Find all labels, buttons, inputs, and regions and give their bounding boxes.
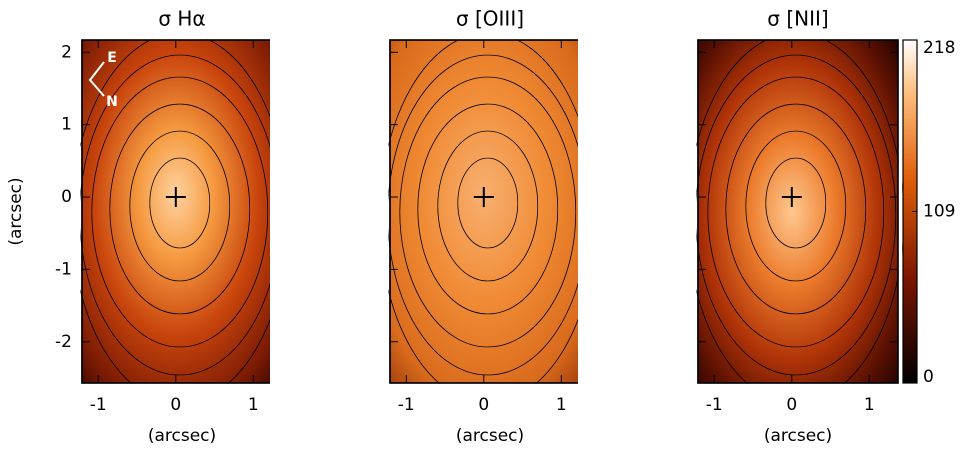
title: σ [OIII] bbox=[456, 7, 524, 31]
mask-left bbox=[270, 0, 389, 450]
contour bbox=[726, 104, 866, 314]
mask-top bbox=[80, 0, 284, 40]
colorbar-tick-label: 109 bbox=[923, 202, 955, 222]
colorbar-tick-label: 218 bbox=[923, 38, 955, 58]
mask-top bbox=[388, 0, 592, 40]
contour bbox=[92, 77, 268, 347]
map bbox=[698, 40, 898, 383]
x-tick-label: 0 bbox=[478, 395, 489, 415]
contour bbox=[766, 158, 826, 248]
y-tick-label: -1 bbox=[55, 259, 72, 279]
compass bbox=[88, 61, 105, 97]
y-tick-label: 1 bbox=[61, 115, 72, 135]
x-tick-label: 1 bbox=[248, 395, 259, 415]
x-tick-label: 0 bbox=[786, 395, 797, 415]
mask-right bbox=[898, 38, 903, 385]
x-tick-label: -1 bbox=[90, 395, 107, 415]
x-label: (arcsec) bbox=[764, 426, 832, 446]
mask-left bbox=[578, 0, 697, 450]
x-tick-label: -1 bbox=[706, 395, 723, 415]
title: σ Hα bbox=[158, 7, 205, 31]
title: σ [NII] bbox=[767, 7, 828, 31]
x-label: (arcsec) bbox=[456, 426, 524, 446]
annotation: E bbox=[107, 50, 117, 66]
contour bbox=[110, 104, 250, 314]
colorbar-tick-label: 0 bbox=[923, 367, 934, 387]
contour bbox=[438, 131, 538, 281]
x-tick-label: 1 bbox=[556, 395, 567, 415]
x-tick-label: 0 bbox=[170, 395, 181, 415]
mask-bottom bbox=[696, 383, 900, 444]
contour bbox=[130, 131, 230, 281]
mask-bottom bbox=[80, 383, 284, 444]
map bbox=[390, 40, 590, 383]
x-tick-label: 1 bbox=[864, 395, 875, 415]
contour bbox=[746, 131, 846, 281]
frame bbox=[697, 39, 899, 384]
annotation: N bbox=[106, 94, 118, 110]
y-label: (arcsec) bbox=[6, 177, 26, 245]
contour bbox=[418, 104, 558, 314]
mask-bottom bbox=[388, 383, 592, 444]
contour bbox=[400, 77, 576, 347]
y-tick-label: 2 bbox=[61, 42, 72, 62]
map bbox=[82, 40, 282, 383]
mask-top bbox=[696, 0, 900, 40]
mask-left bbox=[0, 0, 81, 450]
contour bbox=[708, 77, 884, 347]
x-label: (arcsec) bbox=[148, 426, 216, 446]
y-tick-label: 0 bbox=[61, 187, 72, 207]
contour bbox=[458, 158, 518, 248]
y-tick-label: -2 bbox=[55, 332, 72, 352]
x-tick-label: -1 bbox=[398, 395, 415, 415]
contour bbox=[150, 158, 210, 248]
